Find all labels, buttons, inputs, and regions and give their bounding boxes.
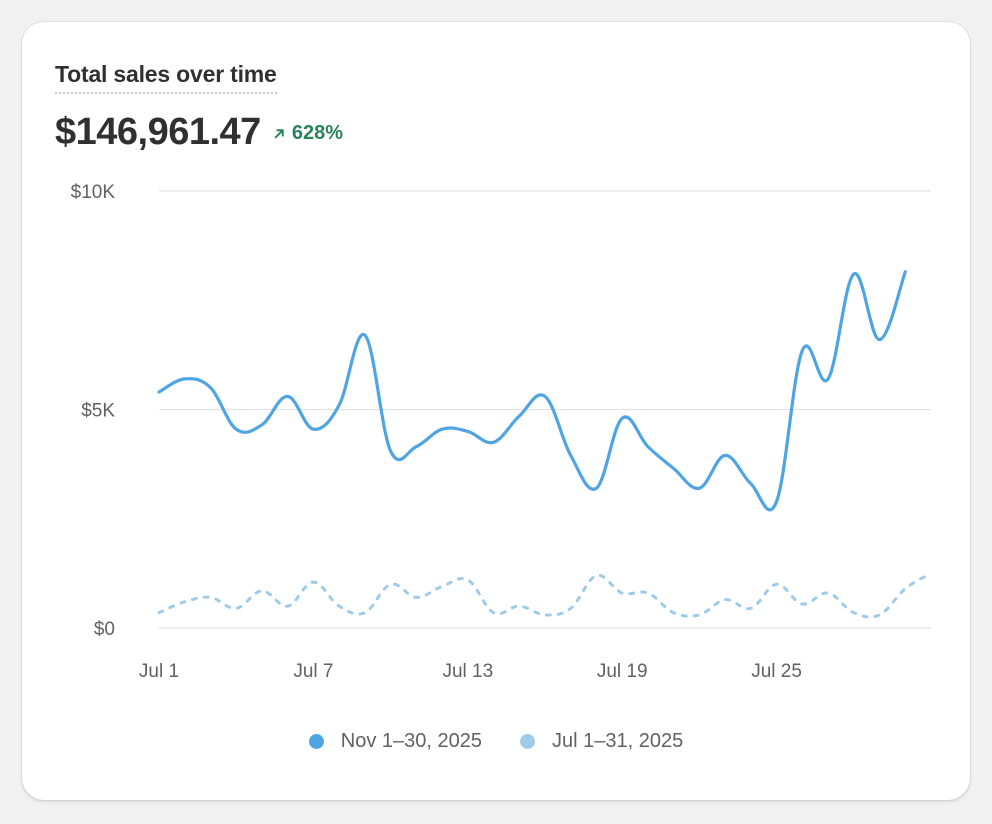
x-tick-label-1: Jul 7 [293, 661, 333, 682]
sales-line-chart[interactable]: $0 $5K $10K Jul 1 Jul 7 Jul 13 Jul 19 Jul 25 [22, 22, 970, 712]
x-tick-label-3: Jul 19 [597, 661, 648, 682]
series-line-current [157, 270, 907, 512]
change-percent: 628% [291, 121, 343, 144]
legend-item-current[interactable]: Nov 1–30, 2025 [308, 730, 482, 753]
y-tick-label-0: $0 [94, 619, 115, 640]
chart-legend: Nov 1–30, 2025 Jul 1–31, 2025 [22, 730, 970, 753]
total-row: $146,961.47 628% [55, 108, 343, 156]
change-badge: 628% [273, 122, 343, 145]
legend-dot-comparison [520, 734, 535, 749]
x-tick-label-0: Jul 1 [139, 661, 179, 682]
total-sales-value: $146,961.47 [55, 110, 261, 153]
y-tick-label-1: $5K [81, 401, 115, 422]
x-tick-label-4: Jul 25 [751, 661, 802, 682]
legend-label-comparison: Jul 1–31, 2025 [552, 730, 684, 752]
legend-dot-current [308, 734, 324, 749]
card-title[interactable]: Total sales over time [55, 60, 277, 94]
y-tick-label-2: $10K [71, 182, 116, 203]
sales-card: Total sales over time $146,961.47 628% $… [22, 22, 970, 800]
arrow-up-right-icon [274, 128, 284, 138]
legend-label-current: Nov 1–30, 2025 [340, 730, 482, 752]
legend-item-comparison[interactable]: Jul 1–31, 2025 [520, 730, 683, 753]
series-line-comparison [157, 571, 933, 619]
x-tick-label-2: Jul 13 [442, 661, 493, 682]
